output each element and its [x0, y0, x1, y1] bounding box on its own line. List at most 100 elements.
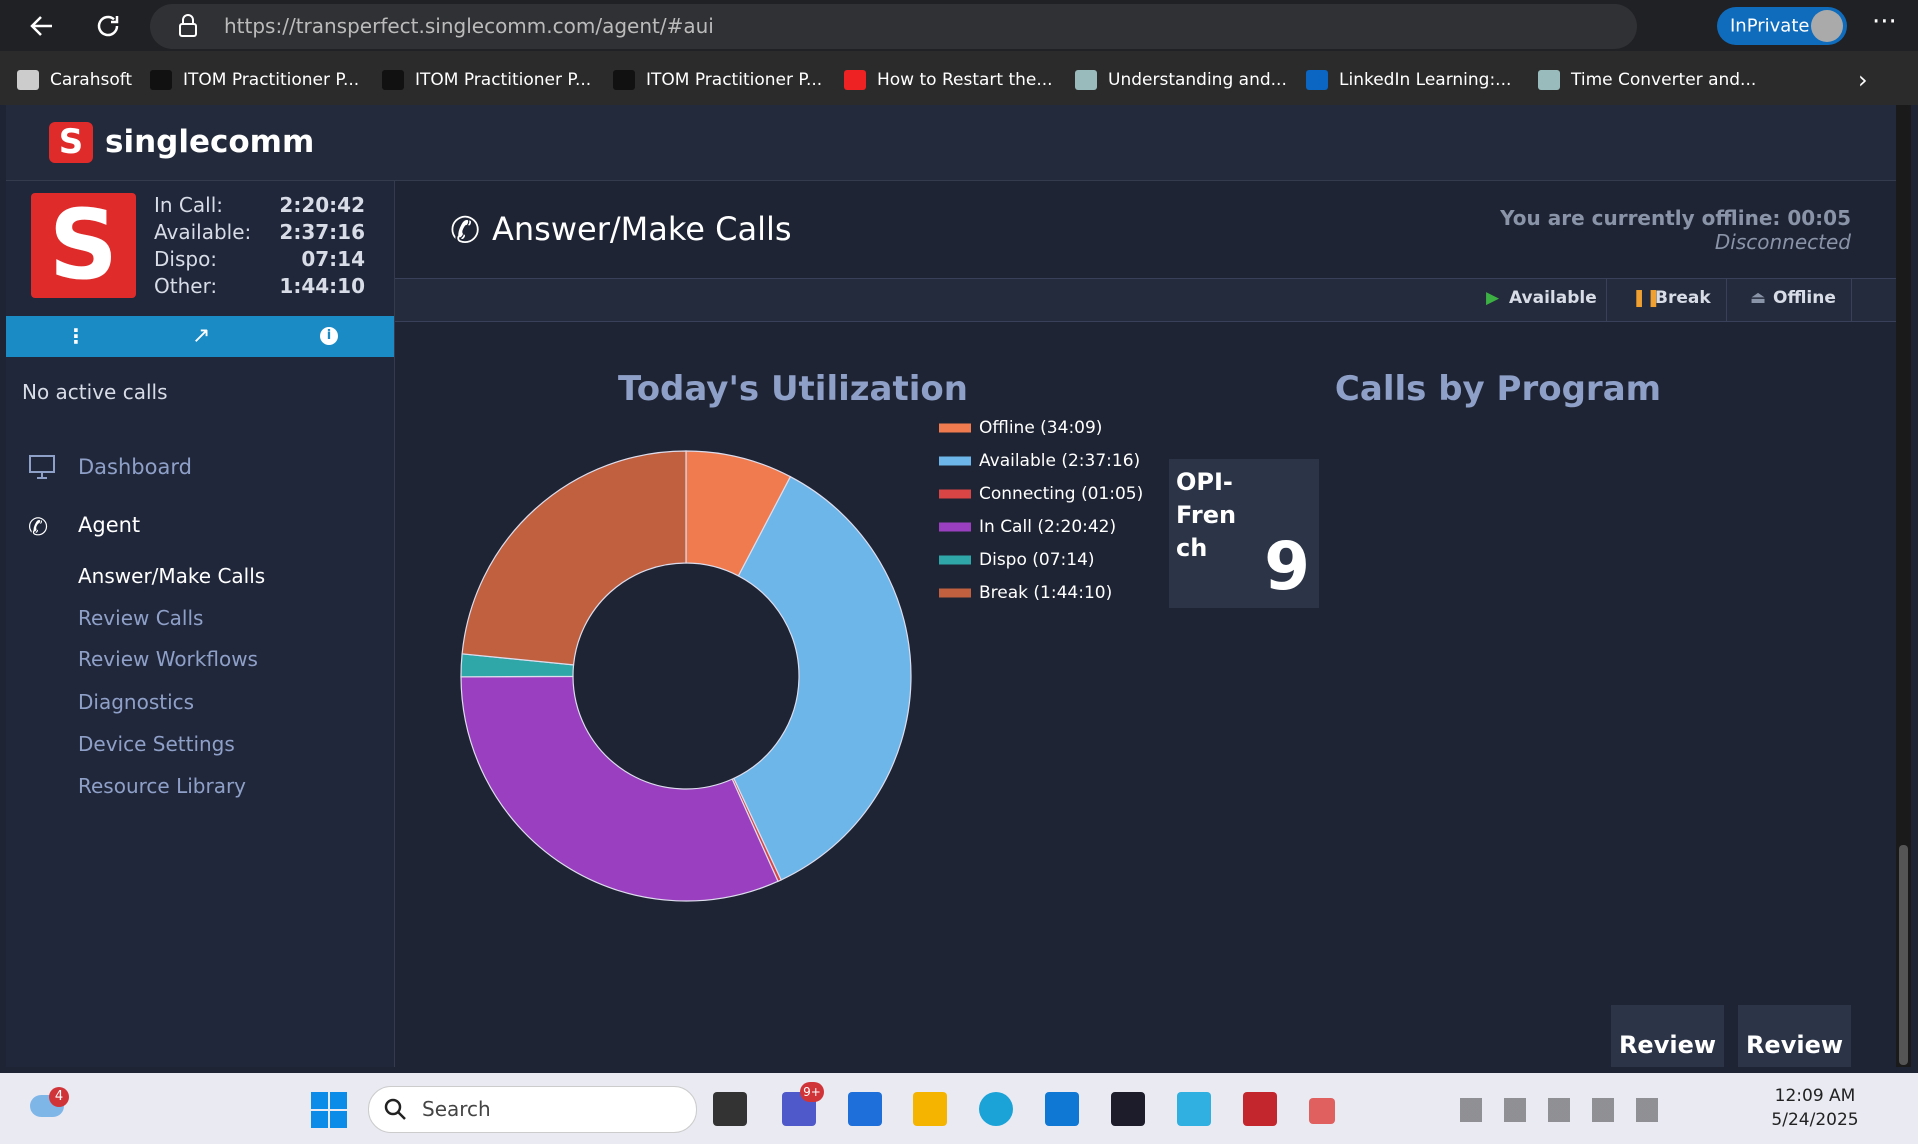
- taskbar-app[interactable]: [979, 1092, 1013, 1126]
- subnav-item[interactable]: Device Settings: [78, 732, 235, 756]
- stat-value: 2:37:16: [279, 220, 365, 244]
- donut-slice[interactable]: [732, 475, 912, 881]
- review-button[interactable]: Review: [1611, 1005, 1724, 1067]
- connection-status: Disconnected: [1714, 230, 1851, 254]
- break-icon: ❚❚: [1632, 288, 1661, 308]
- start-button[interactable]: [311, 1092, 347, 1128]
- teams-badge: 9+: [800, 1082, 824, 1102]
- weather-badge: 4: [49, 1087, 69, 1107]
- bookmark-icon: [844, 70, 866, 90]
- panel-title: Calls by Program: [1334, 369, 1662, 409]
- bookmark-icon: [382, 70, 404, 90]
- more-bookmarks[interactable]: ›: [1858, 66, 1868, 94]
- legend-label[interactable]: Connecting (01:05): [979, 484, 1144, 504]
- divider: [1851, 279, 1852, 321]
- bookmark-icon: [1306, 70, 1328, 90]
- reload-button[interactable]: [95, 12, 123, 40]
- divider: [1726, 279, 1727, 321]
- program-count: 9: [1264, 528, 1310, 605]
- divider: [1606, 279, 1607, 321]
- status-button[interactable]: Offline: [1773, 288, 1836, 308]
- popout-icon[interactable]: ↗: [192, 323, 211, 349]
- stat-label: In Call:: [154, 193, 224, 217]
- legend-label[interactable]: Dispo (07:14): [979, 550, 1095, 570]
- legend-swatch: [939, 555, 971, 565]
- taskbar-app[interactable]: [1111, 1092, 1145, 1126]
- subnav-item[interactable]: Review Workflows: [78, 647, 258, 671]
- bookmark-icon: [1538, 70, 1560, 90]
- taskbar-app[interactable]: [713, 1092, 747, 1126]
- search-box[interactable]: [368, 1086, 697, 1133]
- address-bar[interactable]: [150, 4, 1637, 49]
- donut-slice[interactable]: [460, 675, 779, 902]
- subnav-item[interactable]: Diagnostics: [78, 690, 195, 714]
- legend-label[interactable]: In Call (2:20:42): [979, 517, 1117, 537]
- no-calls: No active calls: [22, 380, 168, 404]
- bookmark[interactable]: Understanding and...: [1108, 70, 1287, 90]
- legend-label[interactable]: Available (2:37:16): [979, 451, 1141, 471]
- legend-swatch: [939, 522, 971, 532]
- bookmark[interactable]: Time Converter and...: [1571, 70, 1757, 90]
- legend-label[interactable]: Break (1:44:10): [979, 583, 1113, 603]
- taskbar-app[interactable]: [1309, 1098, 1335, 1124]
- url[interactable]: https://transperfect.singlecomm.com/agen…: [224, 14, 714, 38]
- offline-status: You are currently offline: 00:05: [1500, 206, 1851, 230]
- bookmark-icon: [613, 70, 635, 90]
- taskbar-app[interactable]: [1243, 1092, 1277, 1126]
- nav-item[interactable]: Dashboard: [78, 455, 192, 479]
- taskbar-app[interactable]: [913, 1092, 947, 1126]
- donut-chart: [460, 450, 912, 902]
- bookmark-icon: [1075, 70, 1097, 90]
- bookmark[interactable]: How to Restart the...: [877, 70, 1053, 90]
- agent-avatar: S: [31, 193, 136, 298]
- brand-logo: S: [49, 122, 93, 163]
- dashboard-icon: [29, 455, 55, 479]
- bookmark[interactable]: ITOM Practitioner P...: [183, 70, 360, 90]
- nav-item[interactable]: Agent: [78, 513, 141, 537]
- clock-time: 12:09 AM: [1774, 1086, 1856, 1106]
- bookmark-icon: [150, 70, 172, 90]
- taskbar-app[interactable]: [1177, 1092, 1211, 1126]
- subnav-item[interactable]: Review Calls: [78, 606, 204, 630]
- chart-title: Today's Utilization: [618, 369, 968, 409]
- info-icon[interactable]: i: [320, 327, 338, 345]
- title-icon: ✆: [450, 210, 481, 252]
- taskbar-app[interactable]: [848, 1092, 882, 1126]
- bookmark[interactable]: ITOM Practitioner P...: [415, 70, 592, 90]
- review-button[interactable]: Review: [1738, 1005, 1851, 1067]
- available-icon: ▶: [1486, 288, 1500, 308]
- stat-label: Available:: [154, 220, 252, 244]
- stat-label: Dispo:: [154, 247, 218, 271]
- tray-icons[interactable]: [1460, 1098, 1680, 1122]
- taskbar-app[interactable]: [1045, 1092, 1079, 1126]
- bookmark[interactable]: ITOM Practitioner P...: [646, 70, 823, 90]
- donut-slice[interactable]: [461, 450, 687, 666]
- agent-icon: ✆: [28, 513, 49, 541]
- stat-label: Other:: [154, 274, 218, 298]
- legend-swatch: [939, 456, 971, 466]
- status-button[interactable]: Break: [1655, 288, 1711, 308]
- subnav-item[interactable]: Answer/Make Calls: [78, 564, 266, 588]
- legend-swatch: [939, 588, 971, 598]
- more-icon[interactable]: ⋮: [66, 324, 86, 348]
- scroll-thumb[interactable]: [1899, 845, 1908, 1065]
- back-button[interactable]: [28, 12, 56, 40]
- clock-date: 5/24/2025: [1771, 1110, 1859, 1130]
- brand-name: singlecomm: [105, 124, 315, 160]
- search-icon: [384, 1098, 406, 1120]
- menu-button[interactable]: ···: [1872, 7, 1897, 37]
- bookmark[interactable]: Carahsoft: [50, 70, 133, 90]
- lock-icon: [179, 14, 197, 37]
- subnav-item[interactable]: Resource Library: [78, 774, 247, 798]
- legend-swatch: [939, 489, 971, 499]
- search-placeholder: Search: [422, 1097, 491, 1121]
- status-button[interactable]: Available: [1509, 288, 1597, 308]
- bookmarks-bar: [0, 51, 1918, 105]
- bookmark-icon: [17, 70, 39, 90]
- bookmark[interactable]: LinkedIn Learning:...: [1339, 70, 1512, 90]
- legend-label[interactable]: Offline (34:09): [979, 418, 1103, 438]
- profile-label: InPrivate: [1730, 15, 1810, 37]
- app-header: [6, 105, 1896, 181]
- stat-value: 1:44:10: [279, 274, 365, 298]
